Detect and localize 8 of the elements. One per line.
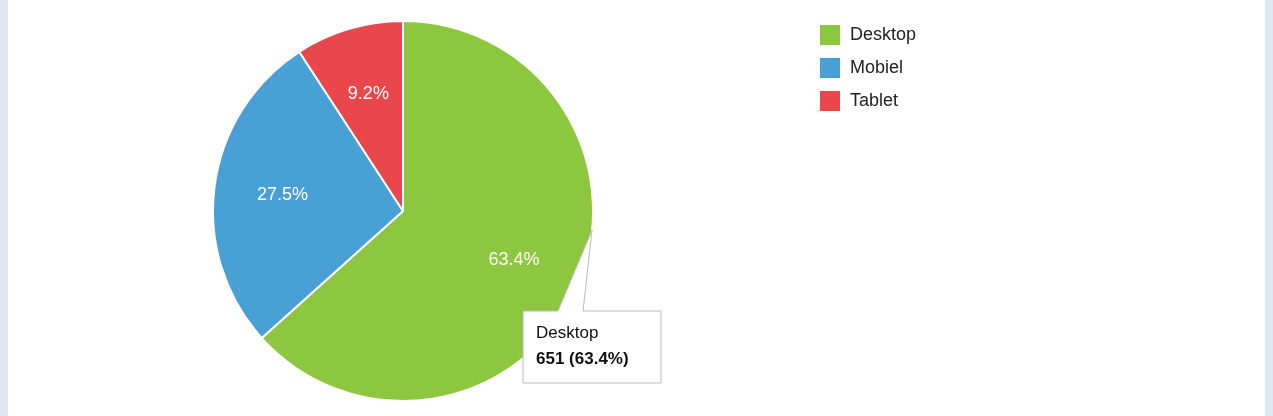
data-label: 63.4% [488,249,540,270]
text: 651 (63.4%) [536,348,629,368]
data-label: 9.2% [347,83,389,104]
legend-label: Tablet [850,90,899,111]
text: Desktop [536,322,599,342]
legend-label: Desktop [850,24,917,45]
data-label: 27.5% [256,184,308,205]
legend-label: Mobiel [850,57,904,78]
